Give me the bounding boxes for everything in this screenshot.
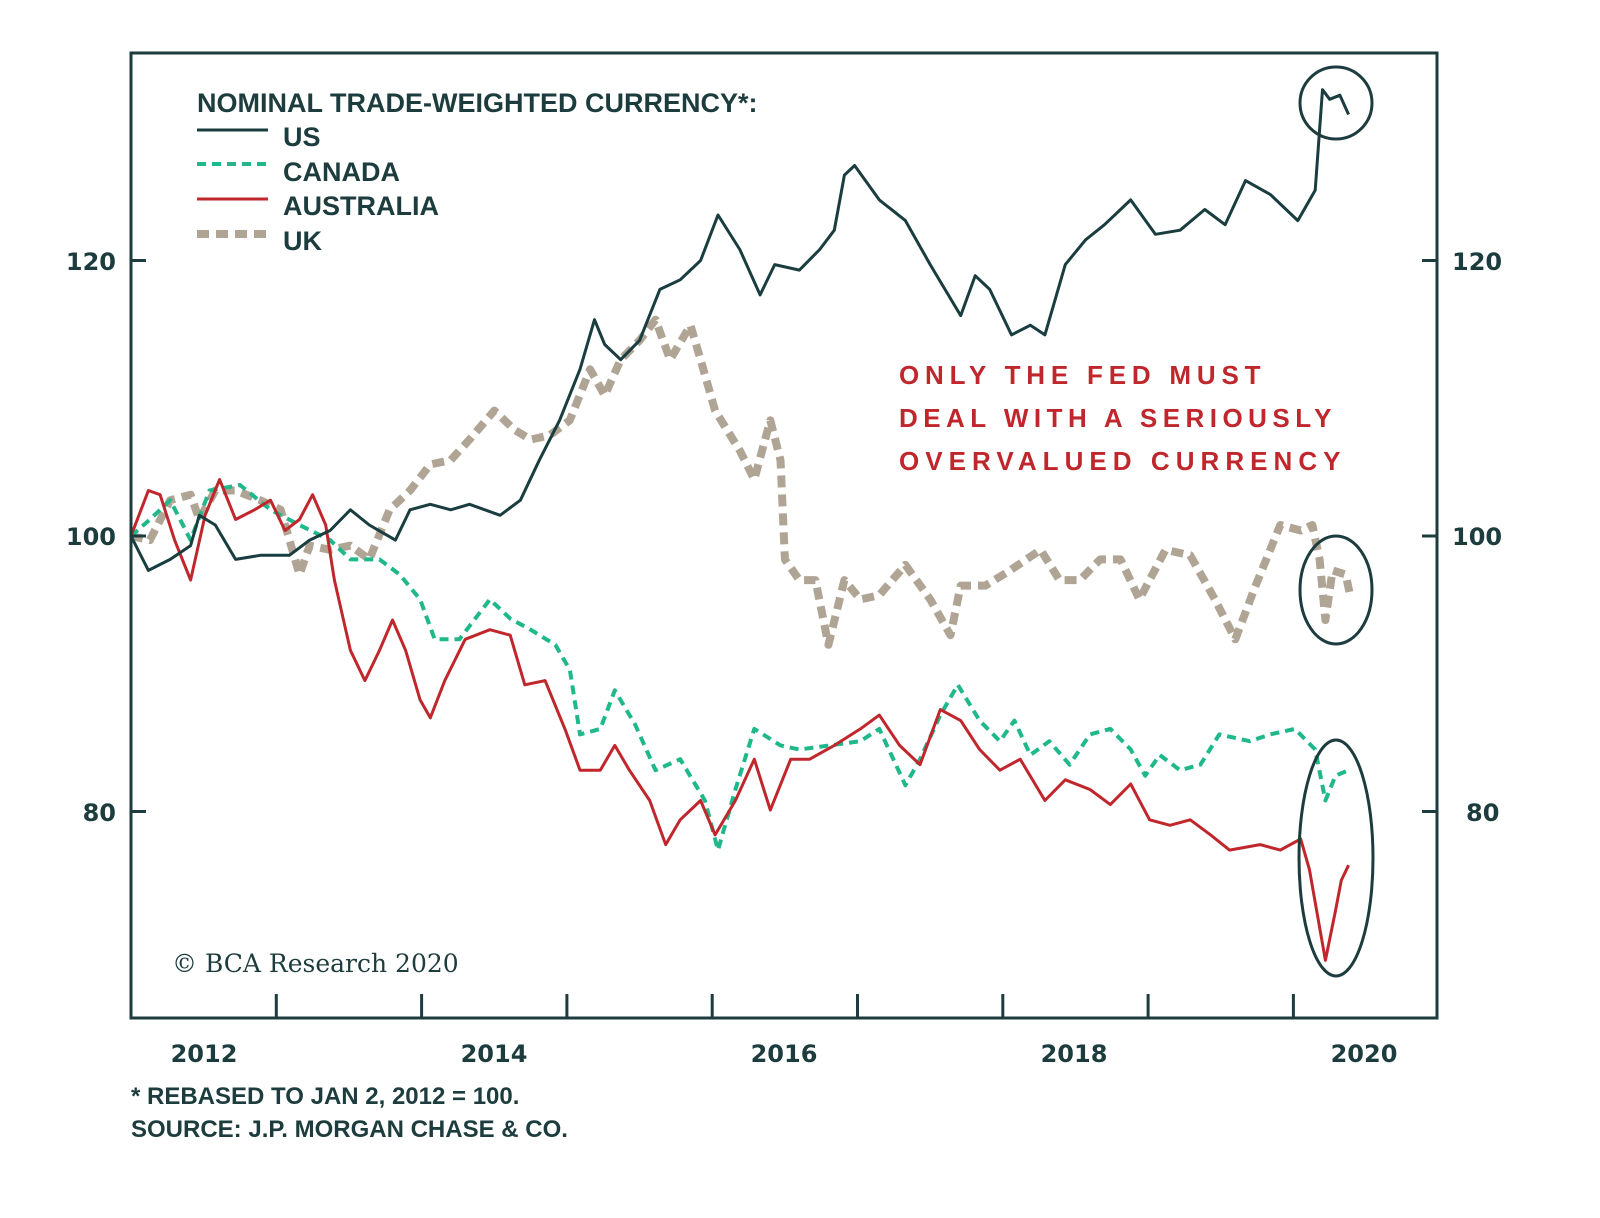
annotation-line-3: OVERVALUED CURRENCY: [899, 446, 1341, 476]
y-tick-label-left-80: 80: [83, 799, 116, 827]
annotation-text: ONLY THE FED MUST DEAL WITH A SERIOUSLY …: [899, 360, 1341, 476]
series-layer: [129, 88, 1355, 962]
series-line-australia: [129, 478, 1350, 962]
legend-label-australia: AUSTRALIA: [283, 191, 439, 221]
legend-title: NOMINAL TRADE-WEIGHTED CURRENCY*:: [197, 88, 758, 118]
x-tick-label-2018: 2018: [1041, 1040, 1108, 1068]
y-tick-label-left-120: 120: [66, 248, 116, 276]
legend-label-canada: CANADA: [283, 157, 400, 187]
footnote-source: SOURCE: J.P. MORGAN CHASE & CO.: [131, 1116, 568, 1143]
y-tick-label-right-120: 120: [1452, 248, 1502, 276]
x-tick-label-2012: 2012: [171, 1040, 238, 1068]
x-tick-label-2014: 2014: [461, 1040, 528, 1068]
legend-label-us: US: [283, 122, 321, 152]
series-line-uk: [130, 315, 1355, 649]
x-tick-label-2020: 2020: [1331, 1040, 1398, 1068]
legend: NOMINAL TRADE-WEIGHTED CURRENCY*: US CAN…: [197, 88, 758, 256]
x-tick-label-2016: 2016: [751, 1040, 818, 1068]
footnote-rebased: * REBASED TO JAN 2, 2012 = 100.: [131, 1083, 519, 1110]
y-tick-label-right-80: 80: [1466, 799, 1499, 827]
annotation-line-2: DEAL WITH A SERIOUSLY: [899, 403, 1332, 433]
highlight-circle-us: [1298, 65, 1374, 141]
series-line-us: [129, 88, 1350, 572]
y-tick-label-left-100: 100: [66, 523, 116, 551]
legend-label-uk: UK: [283, 226, 322, 256]
annotation-line-1: ONLY THE FED MUST: [899, 360, 1261, 390]
highlight-ellipse-uk: [1298, 534, 1374, 646]
series-line-canada: [129, 483, 1350, 853]
highlight-ellipse-canada-australia: [1297, 738, 1375, 978]
axis-ticks: [131, 259, 1437, 1018]
y-tick-label-right-100: 100: [1452, 523, 1502, 551]
copyright-logo: © BCA Research 2020: [172, 949, 459, 978]
